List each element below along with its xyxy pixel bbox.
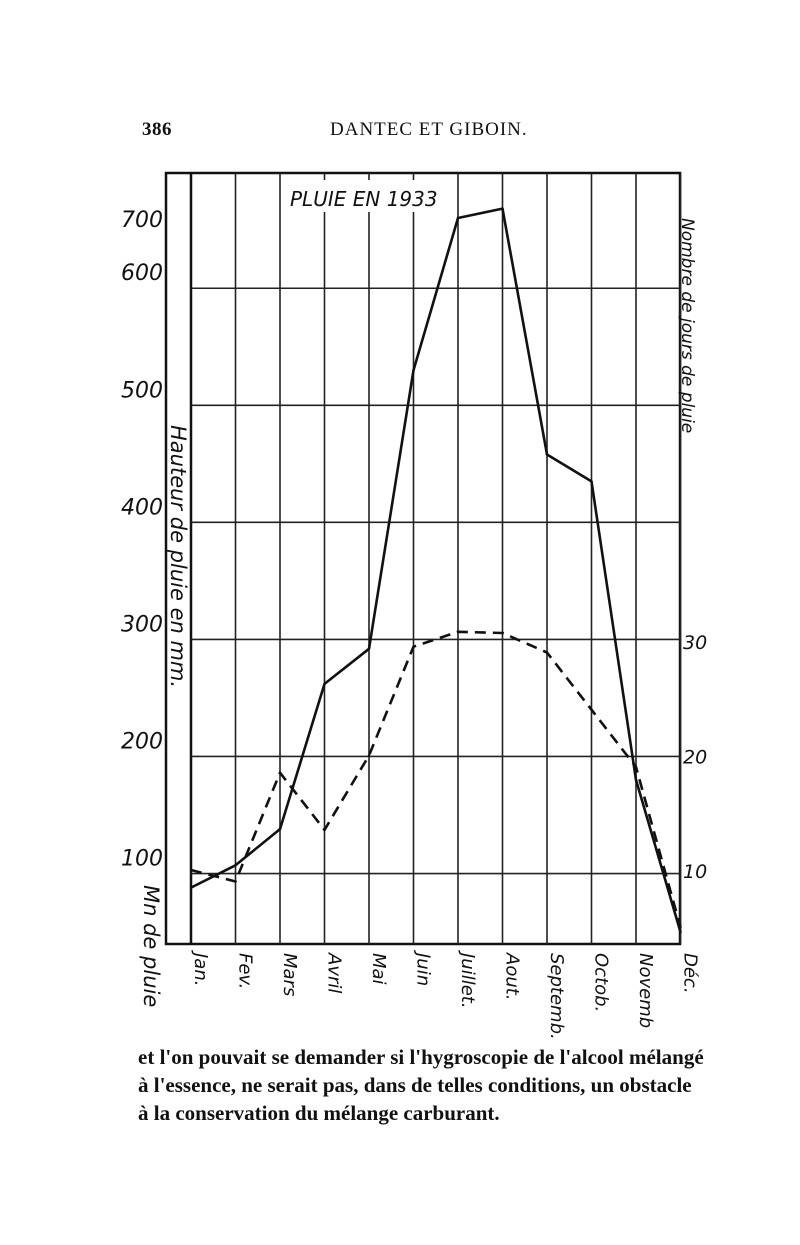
title-backdrop (286, 180, 438, 212)
rainfall-point (367, 647, 371, 650)
rainfall-point (412, 369, 415, 372)
y-tick-label: 200 (121, 729, 163, 754)
y-tick-label: 100 (121, 847, 163, 872)
body-line: et l'on pouvait se demander si l'hygrosc… (138, 1045, 704, 1069)
rainfall-point (590, 480, 593, 483)
y-tick-label: 300 (121, 612, 163, 637)
month-label: Mai (368, 953, 389, 985)
rain-days-point (590, 708, 593, 711)
body-line: à la conservation du mélange carburant. (138, 1101, 500, 1125)
rainfall-point (634, 778, 638, 782)
month-label: Mars (279, 953, 300, 996)
running-title: DANTEC ET GIBOIN. (330, 119, 528, 140)
corner-label: Mn de pluie (139, 885, 163, 1007)
y2-tick-label: 30 (683, 632, 707, 654)
rain-days-point (234, 880, 237, 883)
rain-days-point (501, 631, 504, 635)
y2-tick-label: 10 (683, 861, 707, 883)
y2-tick-label: 20 (683, 747, 707, 769)
month-label: Novemb (635, 953, 656, 1028)
rainfall-point (189, 886, 193, 889)
month-label: Juillet. (457, 950, 478, 1009)
y-tick-label: 700 (121, 208, 163, 233)
rain-days-point (278, 771, 282, 774)
y2-axis-label: Nombre de jours de pluie (677, 218, 697, 433)
month-label: Déc. (680, 953, 701, 994)
rainfall-point (323, 682, 326, 686)
y-axis-label: Hauteur de pluie en mm. (166, 425, 190, 688)
y-tick-label: 400 (121, 495, 163, 520)
rain-days-point (679, 926, 682, 929)
y-tick-label: 600 (121, 261, 163, 286)
month-label: Avril (324, 952, 345, 993)
month-label: Septemb. (546, 953, 567, 1040)
body-paragraph: et l'on pouvait se demander si l'hygrosc… (138, 1043, 704, 1127)
rain-days-point (412, 645, 415, 648)
rainfall-line (190, 207, 682, 933)
rainfall-point (278, 827, 282, 831)
rain-days-point (456, 630, 460, 633)
rain-days-point (323, 828, 326, 832)
month-label: Aout. (502, 952, 523, 1001)
rainfall-point (501, 207, 504, 210)
rain-days-point (545, 651, 549, 654)
rainfall-point (456, 216, 460, 220)
month-label: Juin (413, 950, 434, 986)
rainfall-point (234, 864, 237, 867)
y-tick-label: 500 (121, 378, 163, 403)
body-line: à l'essence, ne serait pas, dans de tell… (138, 1073, 692, 1097)
chart-title: PLUIE EN 1933 (290, 187, 438, 211)
rain-days-point (634, 765, 638, 769)
rainfall-point (545, 453, 549, 456)
rain-days-line (190, 630, 682, 928)
rain-days-point (189, 868, 193, 872)
rainfall-point (679, 930, 682, 934)
month-label: Jan. (190, 950, 211, 986)
month-label: Fev. (235, 953, 256, 989)
month-label: Octob. (591, 953, 612, 1012)
rain-days-point (367, 754, 371, 757)
page-number: 386 (142, 119, 172, 140)
